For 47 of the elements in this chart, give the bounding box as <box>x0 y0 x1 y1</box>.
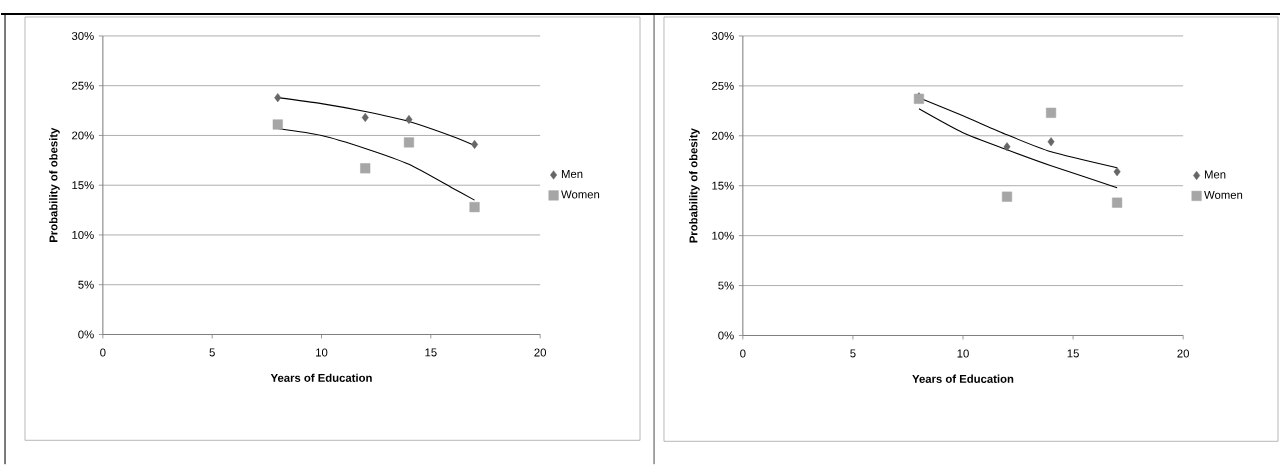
legend-label: Women <box>1204 191 1243 200</box>
y-tick-label: 25% <box>712 81 734 90</box>
point <box>1045 107 1057 118</box>
y-tick-label: 5% <box>718 281 734 290</box>
point <box>1003 142 1011 152</box>
x-tick-label: 5 <box>209 348 215 357</box>
point <box>361 113 369 123</box>
y-axis-title: Probability of obesity <box>689 128 700 243</box>
point <box>1001 191 1013 202</box>
line-series <box>918 108 1118 189</box>
y-tick-label: 30% <box>711 32 734 41</box>
legend-label: Men <box>561 170 583 179</box>
y-tick-label: 30% <box>71 32 94 41</box>
x-tick-label: 15 <box>425 348 437 357</box>
y-tick-label: 25% <box>72 81 94 90</box>
y-tick-label: 20% <box>72 131 94 140</box>
x-tick-label: 0 <box>100 348 106 357</box>
y-tick-label: 20% <box>712 131 734 140</box>
point <box>272 119 283 130</box>
point <box>1047 137 1055 147</box>
y-tick-label: 15% <box>712 181 734 190</box>
x-tick-label: 15 <box>1067 349 1079 358</box>
x-tick-label: 10 <box>316 348 328 357</box>
point <box>403 137 415 148</box>
point <box>471 139 479 150</box>
point <box>360 163 371 174</box>
x-tick-label: 0 <box>740 349 746 358</box>
point <box>469 202 480 213</box>
x-tick-label: 20 <box>1177 349 1189 358</box>
x-tick-label: 20 <box>534 348 546 357</box>
y-tick-label: 10% <box>712 231 734 240</box>
y-tick-label: 10% <box>72 231 94 240</box>
y-tick-label: 15% <box>72 181 94 190</box>
point <box>405 115 413 125</box>
x-tick-label: 5 <box>850 349 856 358</box>
x-tick-label: 10 <box>957 349 969 358</box>
legend-label: Men <box>1204 170 1226 179</box>
y-tick-label: 0% <box>78 330 94 339</box>
x-axis-title: Years of Education <box>912 374 1014 384</box>
y-tick-label: 0% <box>718 331 734 340</box>
point <box>274 93 282 103</box>
y-tick-label: 5% <box>78 280 94 289</box>
y-axis-title: Probability of obesity <box>49 127 60 243</box>
point <box>1112 197 1123 208</box>
x-axis-title: Years of Education <box>270 373 372 383</box>
point <box>1113 167 1121 177</box>
legend-label: Women <box>561 190 600 199</box>
